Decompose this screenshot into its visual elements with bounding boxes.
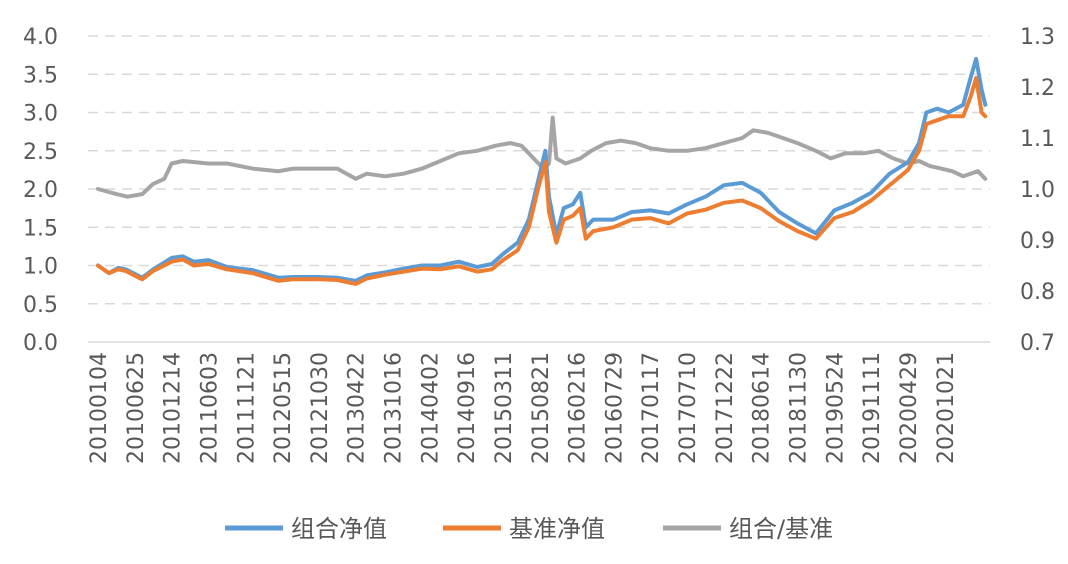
x-tick-label: 20101214 [161, 352, 186, 464]
right-axis-ticks: 0.7 0.8 0.9 1.0 1.1 1.2 1.3 [1020, 25, 1055, 356]
x-tick-label: 20140916 [455, 352, 480, 464]
left-tick-label: 3.0 [23, 102, 58, 127]
right-tick-label: 1.1 [1020, 127, 1055, 152]
x-tick-label: 20181130 [787, 352, 812, 464]
x-tick-label: 20120515 [271, 352, 296, 464]
left-tick-label: 2.0 [23, 178, 58, 203]
left-tick-label: 2.5 [23, 140, 58, 165]
x-tick-label: 20180614 [750, 352, 775, 464]
x-tick-label: 20200429 [897, 352, 922, 464]
right-tick-label: 0.9 [1020, 229, 1055, 254]
x-tick-label: 20140402 [418, 352, 443, 464]
x-tick-label: 20111121 [234, 352, 259, 464]
left-axis-ticks: 0.0 0.5 1.0 1.5 2.0 2.5 3.0 3.5 4.0 [23, 25, 58, 356]
x-tick-label: 20160216 [566, 352, 591, 464]
right-tick-label: 0.7 [1020, 331, 1055, 356]
left-tick-label: 4.0 [23, 25, 58, 50]
x-tick-label: 20201021 [934, 352, 959, 464]
right-tick-label: 1.0 [1020, 178, 1055, 203]
right-tick-label: 0.8 [1020, 280, 1055, 305]
left-tick-label: 1.5 [23, 216, 58, 241]
x-tick-label: 20150821 [529, 352, 554, 464]
legend-label: 组合净值 [291, 515, 387, 543]
series-line-2 [96, 76, 988, 286]
x-tick-label: 20131016 [382, 352, 407, 464]
x-tick-label: 20121030 [308, 352, 333, 464]
left-tick-label: 3.5 [23, 63, 58, 88]
x-tick-label: 20170710 [676, 352, 701, 464]
x-tick-label: 20191111 [860, 352, 885, 464]
right-tick-label: 1.3 [1020, 25, 1055, 50]
right-tick-label: 1.2 [1020, 76, 1055, 101]
x-tick-label: 20160729 [602, 352, 627, 464]
left-tick-label: 0.0 [23, 331, 58, 356]
legend-label: 基准净值 [509, 515, 605, 543]
x-tick-label: 20150311 [492, 352, 517, 464]
series-line-3 [96, 115, 988, 199]
x-tick-label: 20190524 [823, 352, 848, 464]
x-axis-ticks: 20100104 20100625 20101214 20110603 20111121… [87, 352, 959, 464]
left-tick-label: 1.0 [23, 255, 58, 280]
legend-label: 组合/基准 [729, 515, 833, 543]
x-tick-label: 20100104 [87, 352, 112, 464]
legend: 组合净值 基准净值 组合/基准 [225, 515, 833, 543]
series-lines [96, 56, 988, 286]
x-tick-label: 20100625 [124, 352, 149, 464]
x-tick-label: 20170117 [639, 352, 664, 464]
x-tick-label: 20130422 [345, 352, 370, 464]
left-tick-label: 0.5 [23, 293, 58, 318]
x-tick-label: 20110603 [197, 352, 222, 464]
x-tick-label: 20171222 [713, 352, 738, 464]
